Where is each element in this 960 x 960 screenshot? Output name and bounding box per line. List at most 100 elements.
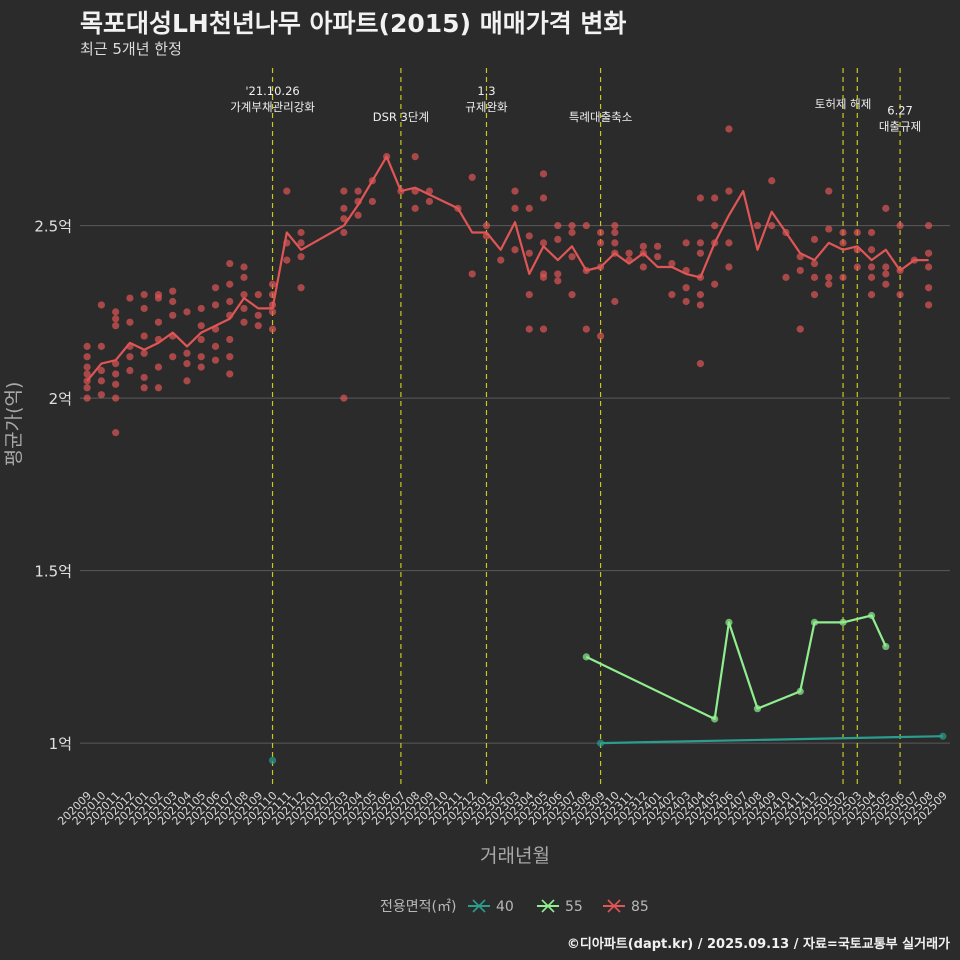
event-label: 1.3	[477, 84, 495, 98]
point-85	[83, 363, 91, 371]
point-85	[882, 270, 890, 278]
point-85	[867, 263, 876, 271]
point-85	[525, 325, 533, 333]
point-85	[354, 211, 362, 219]
point-85	[197, 335, 205, 344]
point-85	[768, 177, 776, 185]
point-85	[682, 297, 690, 306]
point-85	[183, 377, 191, 385]
point-85	[539, 239, 548, 247]
point-85	[896, 222, 904, 230]
point-85	[97, 366, 105, 375]
point-85	[240, 318, 248, 326]
point-85	[853, 263, 861, 271]
point-85	[497, 256, 505, 264]
point-85	[554, 277, 562, 285]
point-85	[183, 349, 191, 357]
point-85	[97, 377, 105, 385]
point-85	[539, 270, 548, 278]
point-85	[112, 429, 120, 437]
point-85	[240, 291, 248, 299]
point-85	[183, 360, 191, 368]
point-85	[596, 228, 605, 237]
point-85	[83, 384, 91, 392]
point-85	[411, 204, 419, 212]
y-tick-label: 2억	[49, 390, 72, 408]
point-85	[525, 204, 533, 212]
point-85	[140, 304, 148, 313]
point-85	[297, 239, 305, 247]
point-85	[525, 232, 533, 240]
point-85	[867, 291, 876, 299]
point-85	[539, 170, 548, 178]
point-85	[582, 222, 590, 230]
point-85	[226, 353, 234, 361]
point-85	[368, 197, 376, 206]
point-85	[112, 370, 120, 378]
point-85	[126, 294, 134, 302]
point-85	[211, 356, 220, 364]
point-85	[340, 228, 348, 237]
point-85	[254, 291, 262, 299]
point-85	[525, 291, 533, 299]
point-85	[126, 366, 134, 375]
point-85	[696, 291, 705, 299]
point-40	[268, 756, 277, 764]
point-85	[511, 204, 519, 212]
point-85	[725, 125, 733, 133]
point-85	[83, 353, 91, 361]
point-85	[725, 187, 733, 195]
point-85	[625, 249, 633, 257]
point-85	[226, 297, 234, 306]
point-85	[97, 301, 105, 309]
event-label: 6.27	[887, 104, 913, 118]
point-85	[254, 322, 262, 330]
point-85	[782, 273, 790, 281]
point-85	[169, 311, 177, 319]
point-85	[654, 253, 662, 261]
point-85	[925, 301, 933, 309]
point-85	[140, 291, 148, 299]
legend-label: 40	[496, 899, 514, 915]
point-85	[696, 194, 705, 202]
point-85	[211, 342, 220, 350]
point-85	[611, 222, 619, 230]
y-tick-label: 1억	[49, 735, 72, 753]
point-85	[896, 291, 904, 299]
point-85	[297, 284, 305, 292]
point-85	[711, 222, 719, 230]
point-85	[810, 291, 819, 299]
point-85	[97, 342, 105, 350]
point-85	[568, 253, 576, 261]
legend-label: 85	[631, 899, 649, 915]
legend-swatch-cross	[607, 899, 621, 913]
point-85	[112, 360, 120, 368]
point-85	[696, 239, 705, 247]
legend-title: 전용면적(㎡)	[380, 899, 456, 915]
point-85	[711, 280, 719, 288]
point-85	[140, 373, 148, 382]
point-85	[154, 384, 163, 392]
point-85	[340, 187, 348, 195]
point-85	[810, 235, 819, 244]
point-85	[867, 228, 876, 237]
source-caption: ©디아파트(dapt.kr) / 2025.09.13 / 자료=국토교통부 실…	[566, 937, 950, 952]
point-85	[568, 291, 576, 299]
point-85	[725, 263, 733, 271]
point-85	[268, 280, 277, 288]
point-85	[696, 249, 705, 257]
point-85	[183, 308, 191, 316]
point-40	[596, 739, 605, 747]
point-85	[696, 360, 705, 368]
point-85	[425, 197, 434, 206]
point-85	[882, 280, 890, 288]
point-85	[154, 318, 163, 326]
point-85	[525, 249, 533, 257]
point-85	[169, 287, 177, 295]
point-85	[882, 263, 890, 271]
point-85	[240, 273, 248, 281]
point-85	[668, 259, 676, 268]
point-85	[83, 342, 91, 350]
legend-swatch-cross	[541, 899, 555, 913]
